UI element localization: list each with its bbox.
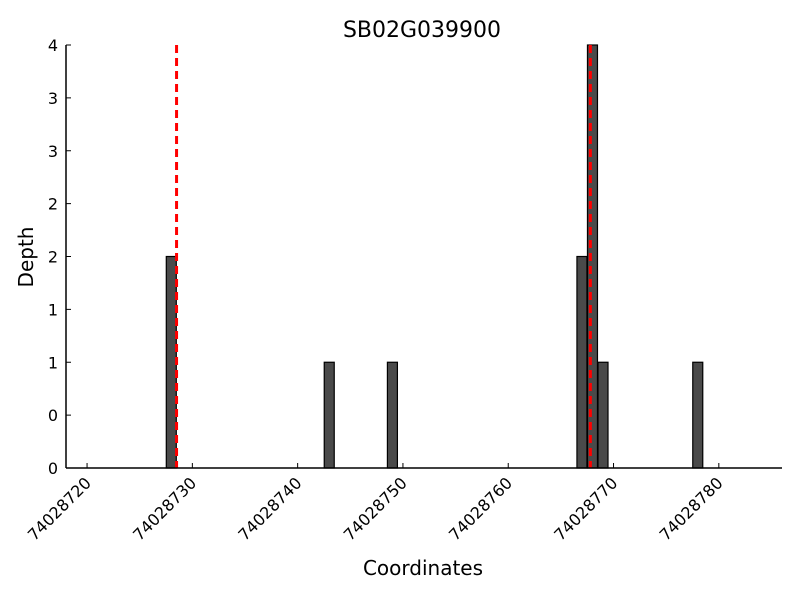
bars-layer <box>165 44 704 469</box>
depth-bar <box>165 255 177 469</box>
x-tick-label: 74028730 <box>129 473 200 544</box>
y-tick-label: 2 <box>48 248 58 267</box>
x-axis-title: Coordinates <box>363 556 483 580</box>
y-axis-title: Depth <box>14 227 38 288</box>
y-tick-label: 1 <box>48 300 58 319</box>
y-tick-label: 0 <box>48 406 58 425</box>
y-tick-label: 3 <box>48 89 58 108</box>
y-tick-label: 3 <box>48 142 58 161</box>
depth-bar <box>386 361 399 469</box>
y-ticks: 0 0 1 1 2 2 3 3 4 <box>48 36 71 478</box>
x-tick-label: 74028760 <box>445 473 516 544</box>
markers-layer <box>175 45 592 468</box>
x-tick-label: 74028780 <box>656 473 727 544</box>
depth-bar <box>576 255 588 469</box>
y-tick-label: 1 <box>48 353 58 372</box>
x-tick-label: 74028740 <box>234 473 305 544</box>
y-tick-label: 0 <box>48 459 58 478</box>
chart-title: SB02G039900 <box>343 18 501 43</box>
depth-bar <box>692 361 704 469</box>
x-tick-label: 74028750 <box>340 473 411 544</box>
depth-bar <box>323 361 335 469</box>
y-tick-label: 2 <box>48 195 58 214</box>
depth-bar <box>597 361 609 469</box>
x-ticks: 74028720 74028730 74028740 74028750 74028760… <box>24 463 727 544</box>
x-tick-label: 74028720 <box>24 473 95 544</box>
x-tick-label: 74028770 <box>550 473 621 544</box>
y-tick-label: 4 <box>48 36 58 55</box>
